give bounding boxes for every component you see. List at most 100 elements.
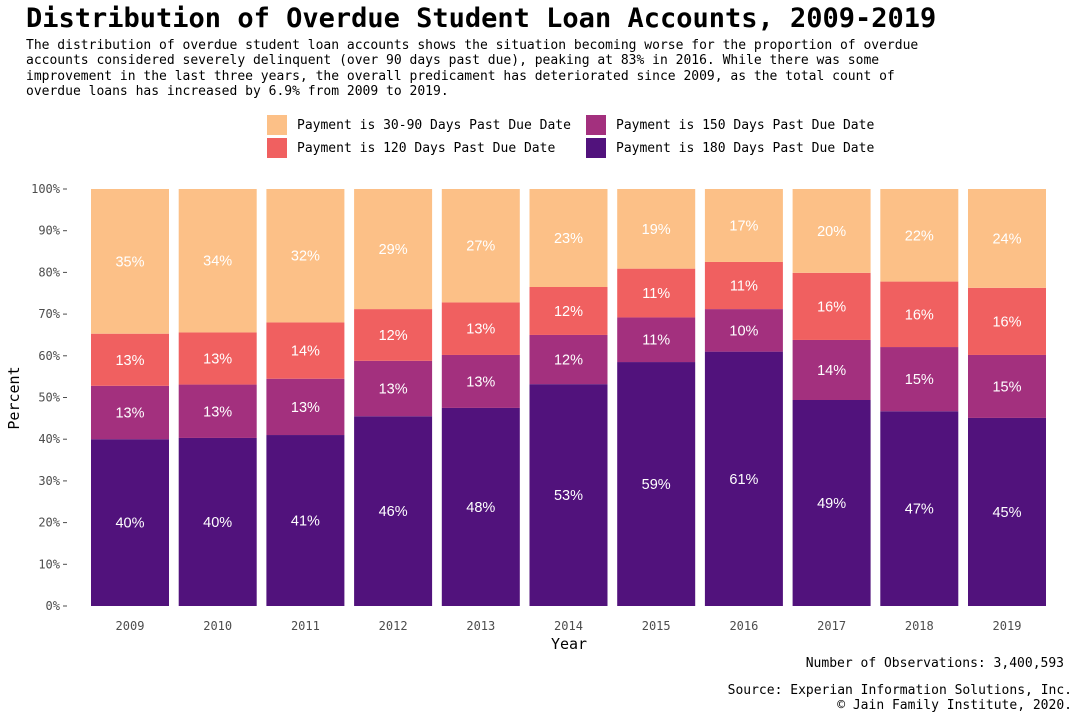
x-tick-label: 2011 <box>291 619 320 633</box>
bar-segment <box>441 354 520 408</box>
bar-value-label: 47% <box>905 502 934 518</box>
bar-segment <box>91 189 169 334</box>
bar-value-label: 35% <box>115 254 144 270</box>
bar-segment <box>880 347 959 412</box>
bar-value-label: 13% <box>203 352 232 368</box>
y-tick-label: 0% <box>46 599 61 613</box>
legend-item-120-days: Payment is 120 Days Past Due Date <box>267 137 555 159</box>
bar-value-label: 11% <box>730 279 758 295</box>
bar-value-label: 14% <box>291 344 320 360</box>
x-tick-label: 2015 <box>642 619 671 633</box>
x-tick-label: 2017 <box>817 619 846 633</box>
bar-value-label: 11% <box>642 333 670 349</box>
bar-segment <box>880 411 959 606</box>
bar-value-label: 32% <box>291 249 320 265</box>
y-tick-label: 20% <box>38 516 60 530</box>
bar-segment <box>266 378 345 436</box>
bar-value-label: 49% <box>817 496 846 512</box>
bar-value-label: 13% <box>115 406 144 422</box>
bar-segment <box>968 354 1046 418</box>
bar-segment <box>266 189 345 323</box>
x-tick-label: 2009 <box>116 619 145 633</box>
bar-segment <box>968 417 1046 606</box>
legend-swatch <box>267 138 287 158</box>
bar-value-label: 16% <box>905 307 934 323</box>
bar-segment <box>968 189 1046 288</box>
x-tick-label: 2010 <box>203 619 232 633</box>
bar-value-label: 13% <box>466 322 495 338</box>
bar-segment <box>792 339 871 401</box>
legend-swatch <box>586 115 606 135</box>
bar-segment <box>529 334 608 385</box>
y-tick-label: 60% <box>38 349 60 363</box>
bar-segment <box>266 435 345 606</box>
bar-value-label: 29% <box>379 242 408 258</box>
x-tick-label: 2019 <box>993 619 1022 633</box>
subtitle-line: The distribution of overdue student loan… <box>26 38 919 53</box>
bar-value-label: 13% <box>115 353 144 369</box>
bar-segment <box>880 281 959 348</box>
bar-value-label: 12% <box>379 328 408 344</box>
y-tick-label: 80% <box>38 265 60 279</box>
bar-value-label: 10% <box>729 323 758 339</box>
bar-value-label: 24% <box>992 231 1021 247</box>
source-line: Source: Experian Information Solutions, … <box>727 683 1072 698</box>
copyright-line: © Jain Family Institute, 2020. <box>837 697 1072 713</box>
y-axis-title: Percent <box>5 366 23 429</box>
x-tick-label: 2014 <box>554 619 583 633</box>
bar-segment <box>792 272 871 340</box>
legend: Payment is 30-90 Days Past Due Date Paym… <box>267 114 907 160</box>
chart-subtitle: The distribution of overdue student loan… <box>26 38 1026 99</box>
bar-value-label: 15% <box>905 372 934 388</box>
bar-segment <box>704 309 783 352</box>
bar-value-label: 13% <box>291 400 320 416</box>
bar-value-label: 48% <box>466 500 495 516</box>
bar-segment <box>266 322 345 379</box>
bar-value-label: 61% <box>729 472 758 488</box>
observations-note: Number of Observations: 3,400,593 <box>805 656 1064 671</box>
bar-segment <box>441 407 520 606</box>
bar-segment <box>529 189 608 287</box>
chart-title: Distribution of Overdue Student Loan Acc… <box>26 3 937 34</box>
y-tick-label: 90% <box>38 224 60 238</box>
legend-label: Payment is 180 Days Past Due Date <box>616 140 875 156</box>
bar-segment <box>529 384 608 606</box>
legend-label: Payment is 150 Days Past Due Date <box>616 117 875 133</box>
bar-segment <box>354 189 433 310</box>
bar-segment <box>91 439 169 606</box>
bar-segment <box>354 309 433 361</box>
subtitle-line: overdue loans has increased by 6.9% from… <box>26 83 449 99</box>
bar-segment <box>178 384 257 438</box>
bar-segment <box>91 385 169 440</box>
x-tick-label: 2018 <box>905 619 934 633</box>
bar-segment <box>617 317 696 363</box>
bar-value-label: 23% <box>554 231 583 247</box>
legend-label: Payment is 30-90 Days Past Due Date <box>297 117 571 133</box>
bar-value-label: 41% <box>291 514 320 530</box>
bar-value-label: 27% <box>466 239 495 255</box>
bar-segment <box>968 287 1046 355</box>
bar-segment <box>354 360 433 417</box>
y-tick-label: 50% <box>38 391 60 405</box>
bar-segment <box>354 416 433 606</box>
y-tick-label: 10% <box>38 557 60 571</box>
bar-value-label: 13% <box>203 404 232 420</box>
bar-value-label: 22% <box>905 228 934 244</box>
bar-value-label: 15% <box>992 379 1021 395</box>
bar-value-label: 19% <box>642 222 671 238</box>
y-axis: 0% 10% 20% 30% 40% 50% 60% 70% 80% 90% 100% <box>31 182 67 613</box>
y-tick-label: 30% <box>38 474 60 488</box>
bar-segment <box>617 268 696 318</box>
bar-segment <box>178 189 257 333</box>
bar-value-label: 46% <box>379 504 408 520</box>
legend-item-30-90-days: Payment is 30-90 Days Past Due Date <box>267 114 571 136</box>
bar-value-label: 11% <box>642 286 670 302</box>
bar-labels: 40% 13% 13% 35% 40% 13% 13% 34% 41% 13% 14% 32% 46% 1… <box>115 218 1021 531</box>
bar-segment <box>441 189 520 303</box>
bar-segment <box>529 286 608 335</box>
bar-value-label: 13% <box>379 382 408 398</box>
bar-value-label: 17% <box>729 218 758 234</box>
bar-segment <box>880 189 959 282</box>
bar-value-label: 53% <box>554 488 583 504</box>
bar-value-label: 45% <box>992 505 1021 521</box>
